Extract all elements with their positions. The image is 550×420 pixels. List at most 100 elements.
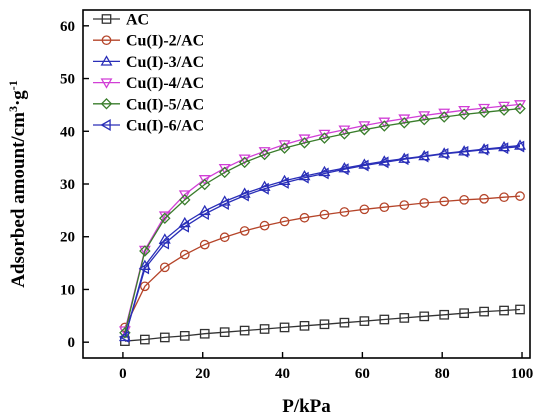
data-point — [398, 117, 411, 129]
data-point — [279, 322, 290, 333]
data-point — [338, 163, 349, 176]
data-point — [318, 129, 331, 141]
legend-marker — [101, 14, 112, 24]
data-point — [459, 194, 469, 205]
data-point — [259, 324, 270, 334]
data-point — [438, 108, 451, 119]
legend-label: Cu(I)-4/AC — [126, 75, 204, 92]
y-tick-label: 40 — [60, 124, 75, 140]
data-point — [399, 313, 410, 323]
data-point — [378, 156, 389, 169]
data-point — [118, 330, 131, 342]
data-point — [358, 121, 371, 132]
y-tick-label: 50 — [60, 72, 75, 88]
data-point — [497, 142, 509, 155]
data-point — [338, 128, 351, 140]
legend-item: Cu(I)-5/AC — [93, 96, 204, 113]
data-point — [218, 195, 231, 206]
data-point — [158, 237, 170, 250]
data-point — [218, 166, 231, 179]
series-line — [124, 308, 521, 342]
data-point — [399, 200, 410, 210]
data-point — [318, 167, 329, 180]
y-axis-title-mid: ·g — [8, 90, 29, 106]
data-point — [298, 169, 311, 181]
x-tick-label: 60 — [355, 366, 370, 382]
legend-label: Cu(I)-2/AC — [126, 33, 204, 50]
legend-label: Cu(I)-6/AC — [126, 118, 204, 135]
data-point — [499, 305, 509, 316]
data-point — [159, 262, 170, 273]
data-point — [398, 114, 411, 125]
data-point — [359, 316, 370, 326]
data-point — [258, 180, 271, 191]
data-point — [458, 145, 469, 158]
legend-item: Cu(I)-4/AC — [93, 75, 204, 92]
series-line — [124, 107, 521, 333]
data-point — [378, 120, 391, 132]
series-3 — [118, 139, 526, 342]
data-point — [298, 134, 311, 145]
data-point — [438, 147, 449, 160]
legend-item: AC — [93, 12, 149, 29]
legend-label: Cu(I)-3/AC — [126, 54, 204, 71]
data-point — [418, 113, 430, 126]
data-point — [219, 327, 230, 338]
series-6 — [118, 140, 525, 343]
data-point — [378, 117, 391, 128]
data-point — [138, 262, 150, 275]
data-point — [439, 196, 450, 207]
y-tick-label: 60 — [60, 19, 75, 35]
legend-marker — [101, 35, 112, 46]
data-point — [218, 198, 229, 210]
data-point — [218, 163, 231, 175]
y-axis-title-main: Adsorbed amount/cm — [8, 112, 29, 288]
data-point — [477, 143, 489, 156]
data-point — [239, 325, 250, 336]
y-axis-title-exp1: 3 — [6, 106, 20, 112]
data-point — [219, 232, 230, 243]
data-point — [338, 125, 351, 136]
data-point — [178, 190, 191, 201]
legend-marker — [100, 55, 113, 66]
data-point — [419, 311, 430, 322]
series-1 — [120, 304, 525, 346]
legend-marker — [100, 98, 113, 110]
data-point — [439, 309, 450, 320]
data-point — [515, 191, 525, 201]
data-point — [318, 132, 331, 144]
data-point — [438, 111, 450, 123]
legend-item: Cu(I)-3/AC — [93, 54, 204, 71]
data-point — [318, 165, 331, 177]
y-axis-title-exp2: -1 — [6, 80, 20, 90]
data-point — [398, 153, 409, 166]
data-point — [159, 212, 171, 225]
data-point — [379, 314, 390, 325]
data-point — [419, 198, 430, 208]
data-point — [479, 306, 489, 317]
data-point — [238, 156, 251, 169]
series-line — [124, 195, 521, 328]
y-tick-label: 0 — [68, 335, 76, 351]
data-point — [319, 209, 330, 220]
legend-marker — [100, 119, 111, 131]
data-point — [358, 123, 371, 136]
y-tick-label: 20 — [60, 230, 75, 246]
legend-item: Cu(I)-2/AC — [93, 33, 204, 50]
data-point — [514, 102, 526, 115]
data-point — [198, 175, 211, 186]
ticks: 0 20 40 60 80 100 0 10 20 30 40 50 60 — [60, 19, 533, 382]
series-2 — [120, 191, 525, 333]
data-point — [140, 334, 150, 345]
data-point — [159, 332, 170, 343]
legend: AC Cu(I)-2/AC Cu(I)-3/AC Cu(I)-4/AC Cu(I)-5/… — [93, 12, 204, 135]
series-5 — [119, 102, 526, 339]
data-point — [278, 142, 291, 154]
x-tick-label: 0 — [119, 366, 127, 382]
legend-label: Cu(I)-5/AC — [126, 96, 204, 113]
legend-item: Cu(I)-6/AC — [93, 118, 204, 135]
legend-marker — [100, 78, 113, 89]
data-point — [298, 137, 311, 149]
data-point — [515, 304, 525, 315]
